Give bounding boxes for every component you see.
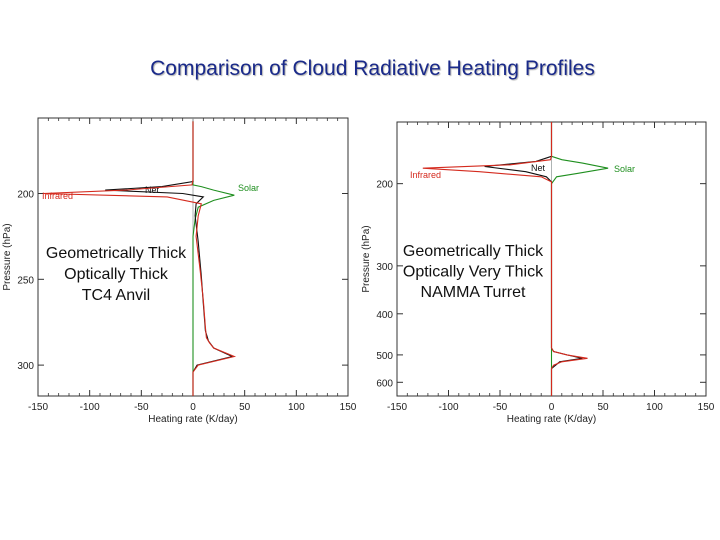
annotation-line: Geometrically Thick [46,245,187,262]
annotation-line: NAMMA Turret [421,284,526,301]
legend-label-net: Net [531,163,546,173]
y-tick-label: 250 [17,275,34,286]
y-tick-label: 600 [376,378,393,389]
y-tick-label: 300 [376,262,393,273]
y-tick-label: 300 [17,361,34,372]
x-tick-label: -150 [387,402,407,413]
legend-label-infrared: Infrared [410,170,441,180]
series-solar [192,121,235,396]
x-tick-label: -100 [438,402,458,413]
series-infrared [43,121,237,396]
series-solar [550,122,609,396]
series-infrared [422,122,588,396]
annotation-line: TC4 Anvil [82,287,150,304]
y-tick-label: 500 [376,351,393,362]
y-tick-label: 400 [376,310,393,321]
legend-label-net: Net [145,185,160,195]
x-tick-label: -150 [28,402,48,413]
x-tick-label: 50 [597,402,609,413]
y-tick-label: 200 [17,190,34,201]
x-tick-label: 150 [340,402,357,413]
annotation-line: Optically Very Thick [403,264,544,281]
x-tick-label: -100 [80,402,100,413]
x-axis-label: Heating rate (K/day) [148,414,238,425]
x-tick-label: -50 [493,402,508,413]
annotation-line: Geometrically Thick [403,243,544,260]
x-tick-label: 150 [698,402,715,413]
y-tick-label: 200 [376,180,393,191]
annotation-line: Optically Thick [64,266,169,283]
legend-label-solar: Solar [614,164,635,174]
y-axis-label: Pressure (hPa) [361,225,372,292]
page-title: Comparison of Cloud Radiative Heating Pr… [150,57,595,80]
x-tick-label: -50 [134,402,149,413]
legend-label-solar: Solar [238,183,259,193]
x-tick-label: 50 [239,402,251,413]
x-tick-label: 0 [549,402,555,413]
legend-label-infrared: Infrared [42,191,73,201]
x-tick-label: 0 [190,402,196,413]
x-axis-label: Heating rate (K/day) [507,414,597,425]
y-axis-label: Pressure (hPa) [2,223,13,290]
x-tick-label: 100 [288,402,305,413]
x-tick-label: 100 [646,402,663,413]
